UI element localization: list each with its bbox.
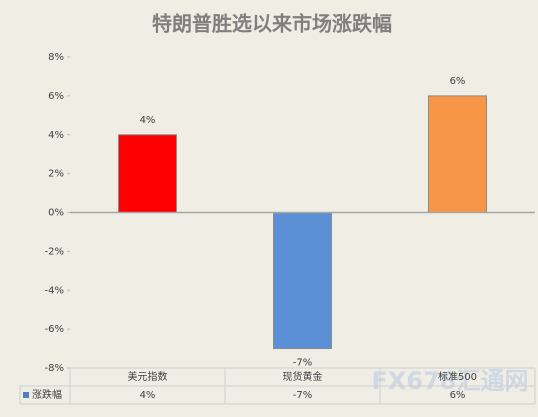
- y-tick-label: 6%: [48, 91, 64, 102]
- y-tick-label: 0%: [48, 208, 64, 219]
- table-value: 6%: [450, 390, 466, 401]
- legend-label: 涨跌幅: [32, 388, 62, 401]
- table-value: 4%: [140, 390, 156, 401]
- bar: [273, 212, 332, 350]
- x-tick-label: 标准500: [438, 371, 477, 383]
- y-tick-label: -4%: [45, 285, 64, 296]
- data-label: 4%: [140, 115, 156, 126]
- bar: [118, 134, 177, 213]
- table-value: -7%: [293, 390, 312, 401]
- bar: [428, 95, 487, 213]
- y-tick-label: -2%: [45, 246, 64, 257]
- y-tick-label: 2%: [48, 169, 64, 180]
- y-tick-label: 8%: [48, 52, 64, 63]
- y-tick-label: 4%: [48, 130, 64, 141]
- data-label: 6%: [450, 76, 466, 87]
- y-tick-label: -8%: [45, 363, 64, 374]
- x-tick-label: 现货黄金: [283, 370, 323, 383]
- x-tick-label: 美元指数: [128, 370, 168, 383]
- watermark: FX678汇通网: [372, 367, 529, 395]
- legend-key: [23, 392, 29, 398]
- data-label: -7%: [293, 358, 312, 369]
- chart-title: 特朗普胜选以来市场涨跌幅: [152, 12, 392, 36]
- y-tick-label: -6%: [45, 324, 64, 335]
